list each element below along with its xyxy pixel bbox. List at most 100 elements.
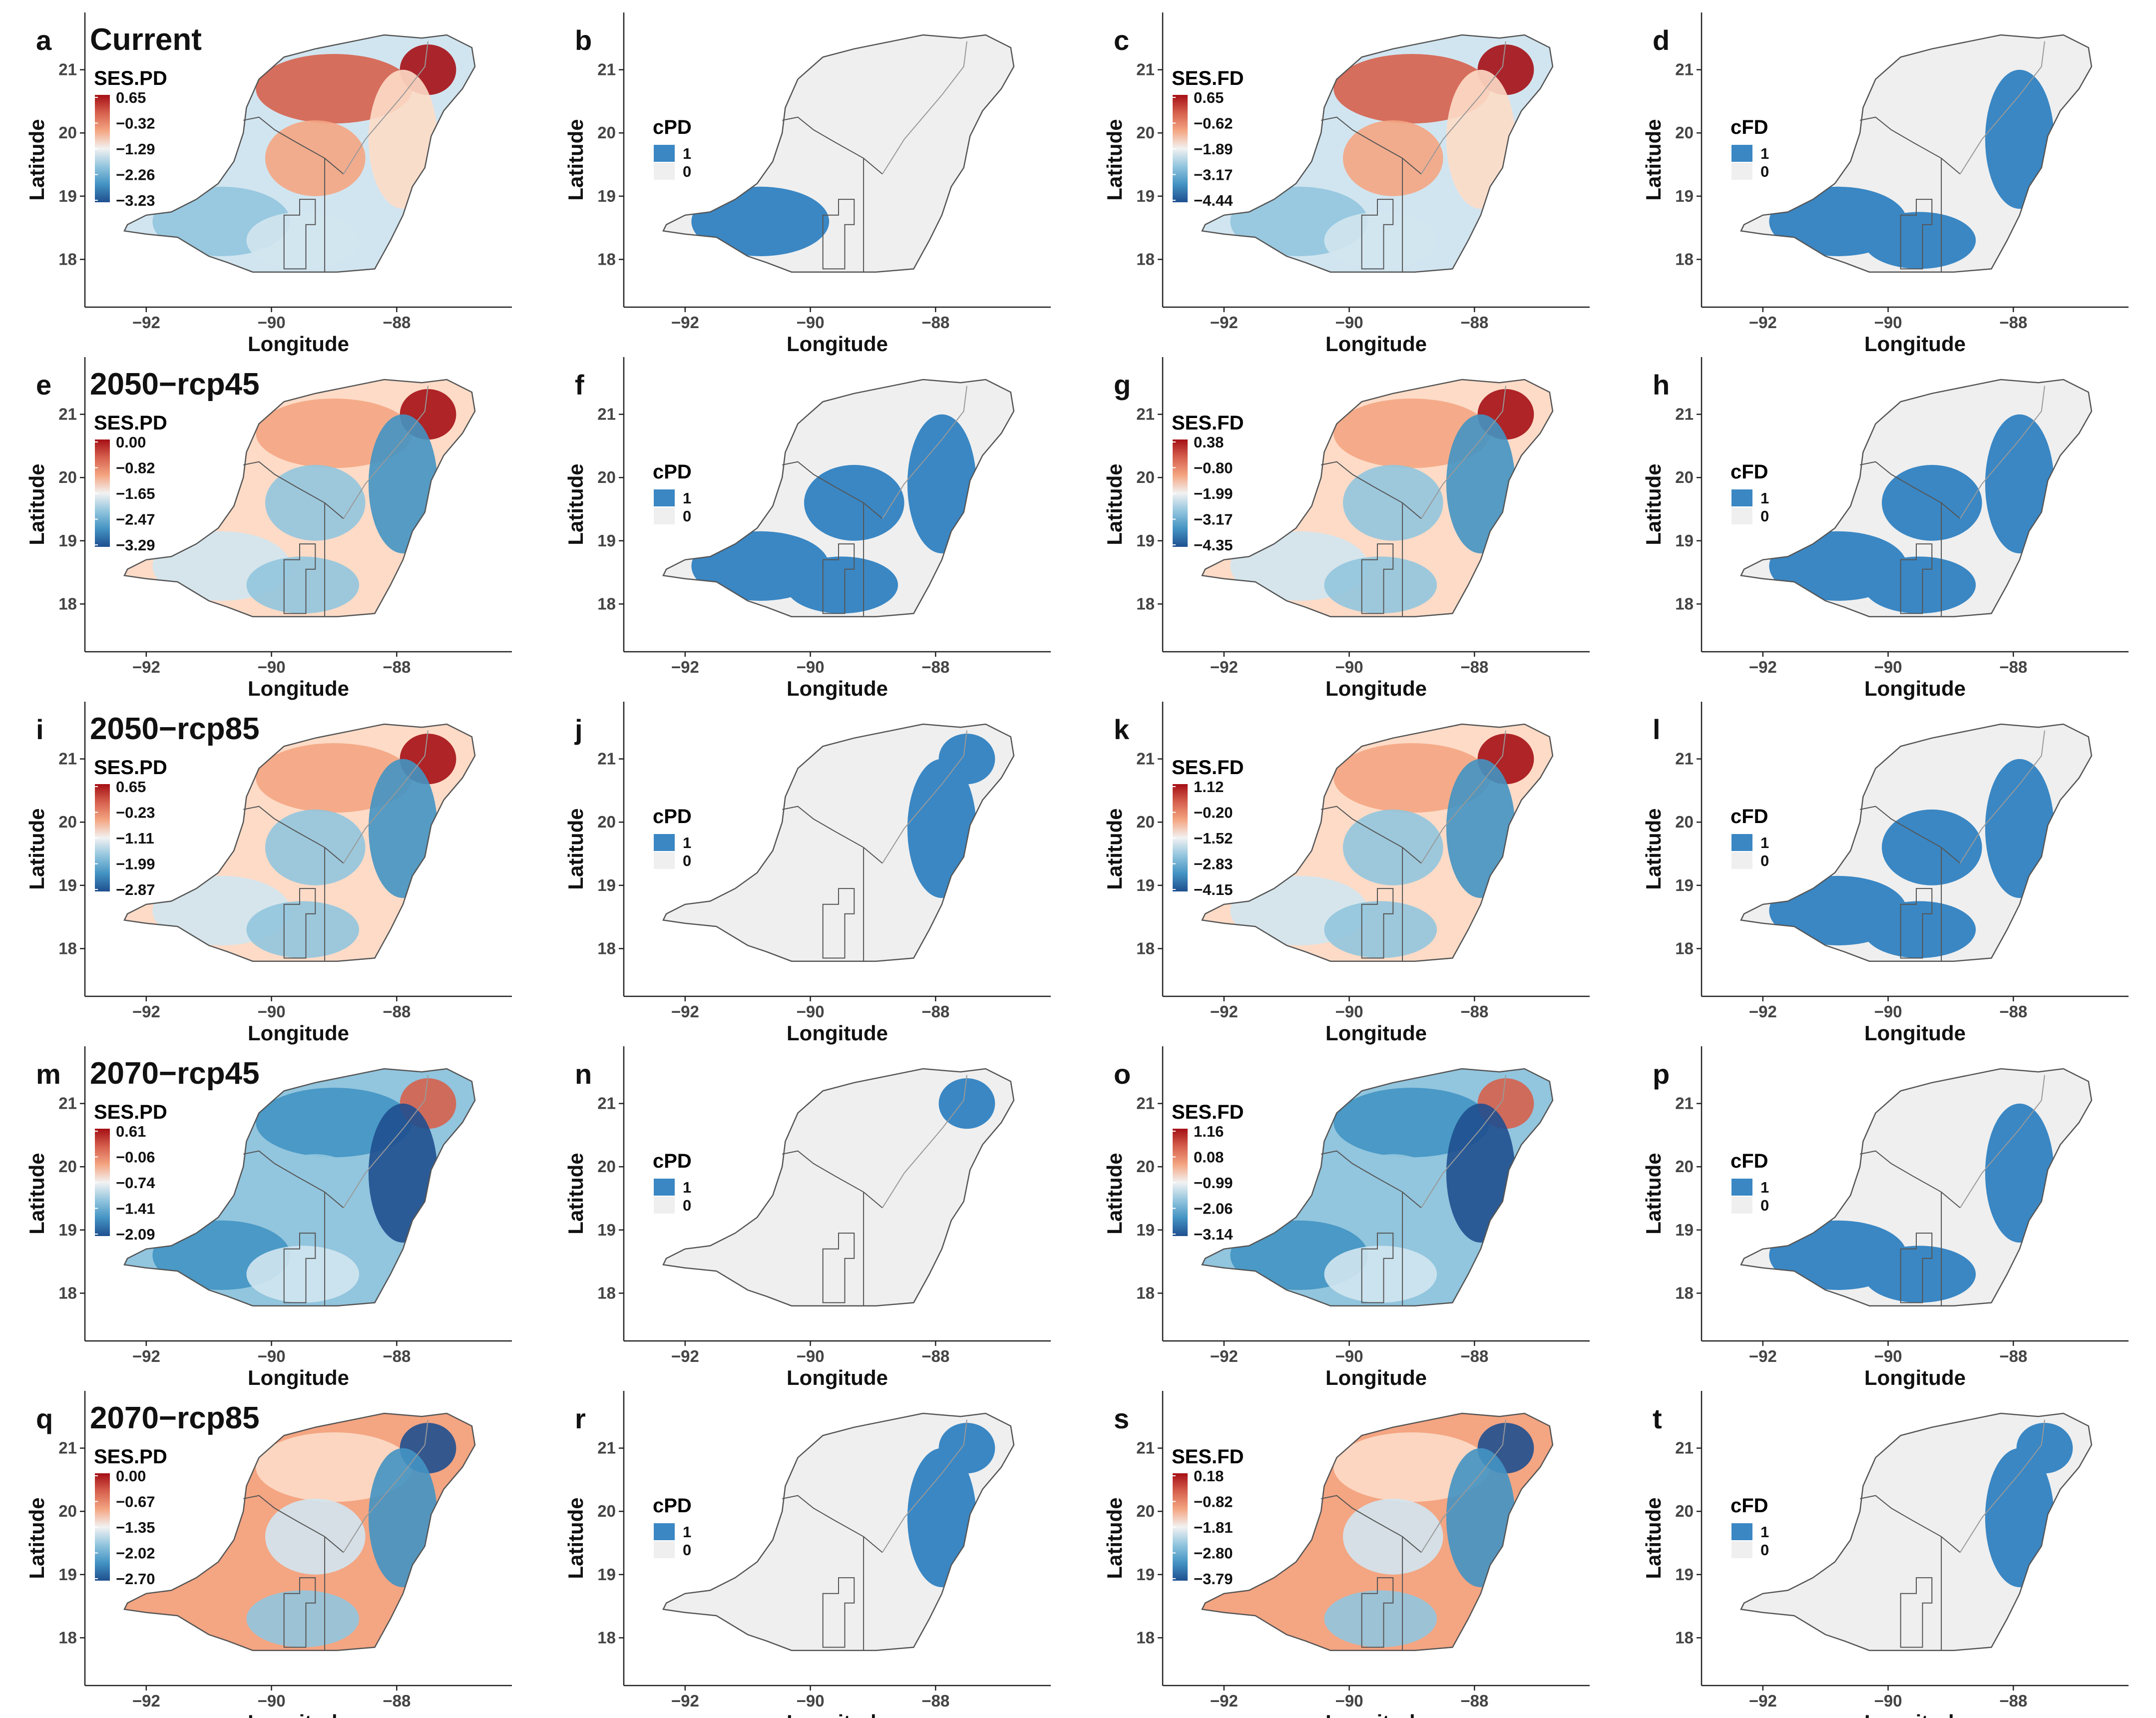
legend-label: −1.52 <box>1194 830 1233 847</box>
region-south <box>1324 556 1437 614</box>
legend-swatch-zero <box>654 1197 675 1214</box>
panel-letter: q <box>36 1403 53 1434</box>
legend-label: 0.00 <box>116 1467 146 1485</box>
state-border <box>1959 730 2045 864</box>
region-south <box>1863 1246 1976 1303</box>
legend-swatch-zero <box>1731 1541 1752 1558</box>
legend-label: 0 <box>683 1197 691 1214</box>
legend-label: −2.47 <box>116 511 155 528</box>
reserve-boundary <box>822 1577 855 1648</box>
region-south <box>1863 556 1976 614</box>
legend-label: −4.35 <box>1194 536 1233 554</box>
region-south <box>1324 1246 1437 1303</box>
legend-label: −1.65 <box>116 485 155 502</box>
map-panel-c: −92 −90 −88 18 19 20 21 Longitude Latitude SES.F… <box>1078 0 1617 356</box>
y-tick-label: 19 <box>597 1565 616 1584</box>
state-border <box>1321 1150 1422 1209</box>
legend-swatch-one <box>1731 489 1752 506</box>
panel-letter: r <box>575 1403 586 1434</box>
map-panel-h: −92 −90 −88 18 19 20 21 Longitude Latitude cFD 1 0… <box>1617 345 2156 700</box>
state-border <box>1959 1419 2045 1553</box>
y-tick-label: 19 <box>58 1221 77 1239</box>
panel-letter: d <box>1653 24 1670 56</box>
legend-label: −0.20 <box>1194 804 1233 822</box>
map-panel-j: −92 −90 −88 18 19 20 21 Longitude Latitude cPD 1 0… <box>539 689 1078 1045</box>
legend-label: 0.18 <box>1194 1467 1224 1485</box>
x-tick-label: −88 <box>1999 1347 2027 1365</box>
x-axis-title: Longitude <box>1325 677 1427 700</box>
legend-title: SES.PD <box>94 412 167 434</box>
legend-title: SES.PD <box>94 67 167 89</box>
x-axis-title: Longitude <box>787 1021 888 1045</box>
map-plot: −92 −90 −88 18 19 20 21 Longitude Latitude SES.P… <box>25 1046 512 1389</box>
y-tick-label: 19 <box>597 531 616 550</box>
axes: −92 −90 −88 18 19 20 21 Longitude Latitude <box>25 702 512 1045</box>
legend-label: 0 <box>1760 852 1769 869</box>
axes: −92 −90 −88 18 19 20 21 Longitude Latitude <box>564 702 1051 1045</box>
region-ne <box>938 734 995 785</box>
legend: SES.PD0.65 −0.23 −1.11 −1.99 −2.87 <box>94 757 167 898</box>
y-tick-label: 21 <box>1136 1094 1155 1113</box>
y-tick-label: 20 <box>58 813 77 831</box>
x-axis-title: Longitude <box>1864 1711 1966 1718</box>
x-tick-label: −90 <box>797 313 825 332</box>
peninsula-fill <box>663 1069 1014 1306</box>
map-panel-d: −92 −90 −88 18 19 20 21 Longitude Latitude cFD 1 0… <box>1617 0 2156 356</box>
axes: −92 −90 −88 18 19 20 21 Longitude Latitude <box>1642 357 2129 700</box>
x-tick-label: −90 <box>1874 1002 1902 1021</box>
x-tick-label: −92 <box>671 1347 699 1365</box>
y-tick-label: 20 <box>597 813 616 831</box>
x-axis-title: Longitude <box>1325 332 1427 356</box>
state-border <box>881 1419 967 1553</box>
legend-title: cFD <box>1730 116 1768 138</box>
map-plot: −92 −90 −88 18 19 20 21 Longitude Latitude SES.F… <box>1103 1046 1590 1389</box>
x-tick-label: −92 <box>1749 1347 1777 1365</box>
x-tick-label: −90 <box>1335 313 1363 332</box>
y-tick-label: 21 <box>1675 405 1694 424</box>
reserve-boundary <box>283 1577 316 1648</box>
y-tick-label: 19 <box>1675 1565 1694 1584</box>
region-east <box>368 1103 437 1243</box>
legend-label: 1 <box>683 834 691 852</box>
y-tick-label: 18 <box>597 250 616 268</box>
y-tick-label: 19 <box>597 1221 616 1239</box>
coastline <box>1740 1412 2093 1651</box>
x-axis-title: Longitude <box>787 677 888 700</box>
scenario-title: Current <box>90 22 202 57</box>
yucatan-map <box>1201 723 1554 962</box>
legend-label: −4.15 <box>1194 881 1233 898</box>
x-tick-label: −92 <box>132 658 160 676</box>
legend-label: 0.00 <box>116 433 146 451</box>
legend-title: SES.FD <box>1172 412 1244 434</box>
y-tick-label: 21 <box>58 1094 77 1113</box>
y-tick-label: 19 <box>58 1565 77 1584</box>
legend: cFD 10 <box>1730 1150 1769 1214</box>
x-tick-label: −92 <box>1210 1347 1238 1365</box>
map-plot: −92 −90 −88 18 19 20 21 Longitude Latitude SES.F… <box>1103 357 1590 700</box>
legend-swatch-zero <box>654 852 675 869</box>
y-axis-title: Latitude <box>1103 119 1126 200</box>
region-east <box>1446 1103 1515 1243</box>
legend-label: −3.79 <box>1194 1570 1233 1588</box>
legend-label: 0.65 <box>116 89 146 106</box>
y-tick-label: 19 <box>1675 187 1694 205</box>
legend-label: −0.74 <box>116 1174 155 1192</box>
x-axis-title: Longitude <box>787 1711 888 1718</box>
y-tick-label: 20 <box>1136 1502 1155 1520</box>
state-border <box>881 1075 967 1209</box>
x-tick-label: −88 <box>383 658 411 676</box>
legend-label: −0.62 <box>1194 115 1233 132</box>
y-tick-label: 18 <box>1675 250 1694 268</box>
state-border <box>1420 1419 1506 1553</box>
x-axis-title: Longitude <box>1325 1366 1427 1389</box>
map-plot: −92 −90 −88 18 19 20 21 Longitude Latitude cPD 10 <box>564 1046 1051 1389</box>
legend: SES.FD1.16 0.08 −0.99 −2.06 −3.14 <box>1172 1101 1244 1243</box>
x-tick-label: −92 <box>671 1002 699 1021</box>
x-tick-label: −88 <box>1460 658 1488 676</box>
legend-label: −4.44 <box>1194 192 1233 209</box>
region-east <box>1446 69 1515 209</box>
y-tick-label: 18 <box>58 594 77 613</box>
state-border <box>243 806 344 864</box>
legend-label: 0 <box>683 163 691 180</box>
